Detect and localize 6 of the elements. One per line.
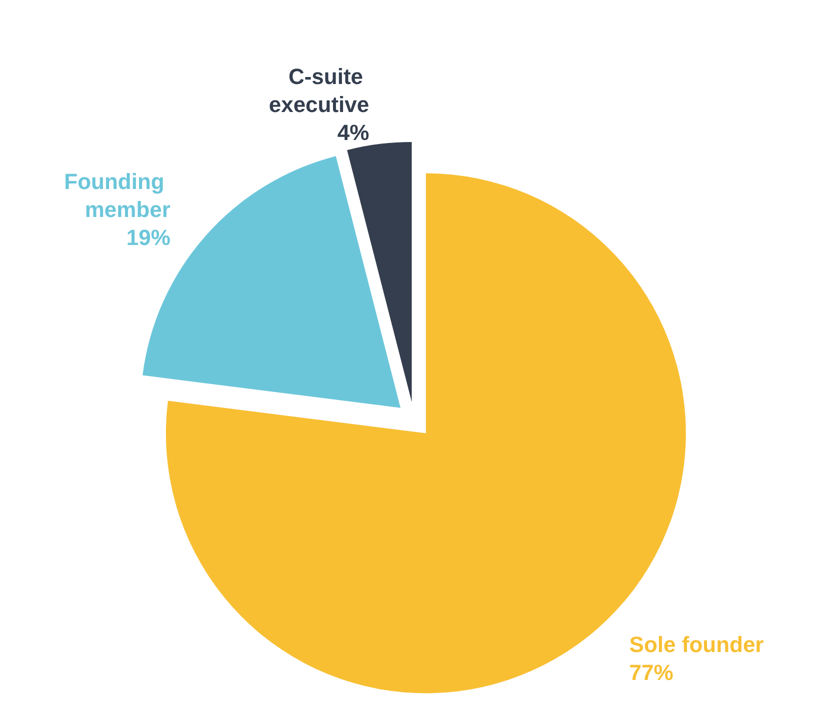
data-label: 19% bbox=[126, 225, 170, 250]
slice-label: Sole founder bbox=[629, 632, 764, 657]
data-label: 4% bbox=[337, 120, 370, 145]
slice-label: Founding member bbox=[64, 169, 171, 222]
slice-label: C-suite executive bbox=[268, 64, 370, 117]
data-label: 77% bbox=[629, 660, 674, 685]
